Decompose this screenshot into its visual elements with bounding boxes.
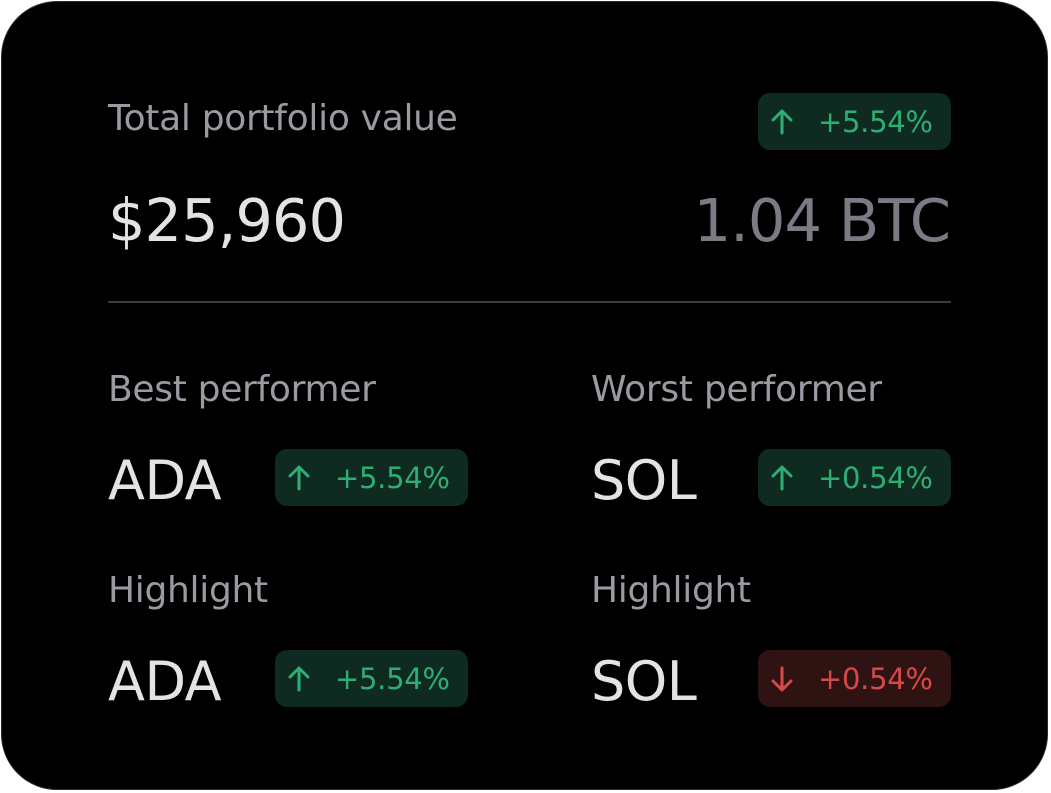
- best-performer-ticker: ADA: [108, 449, 222, 512]
- best-performer-badge: +5.54%: [275, 449, 468, 506]
- arrow-up-icon: [288, 465, 310, 490]
- highlight-left-badge: +5.54%: [275, 650, 468, 707]
- highlight-left-ticker: ADA: [108, 650, 222, 713]
- portfolio-btc-value: 1.04 BTC: [693, 186, 951, 255]
- best-performer-label: Best performer: [108, 369, 376, 410]
- worst-performer-ticker: SOL: [591, 449, 697, 512]
- divider: [108, 301, 951, 303]
- highlight-right-change: +0.54%: [818, 661, 933, 696]
- highlight-right-label: Highlight: [591, 570, 751, 611]
- highlight-right-badge: +0.54%: [758, 650, 951, 707]
- portfolio-change-badge: +5.54%: [758, 93, 951, 150]
- worst-performer-label: Worst performer: [591, 369, 882, 410]
- arrow-up-icon: [771, 465, 793, 490]
- highlight-left-label: Highlight: [108, 570, 268, 611]
- best-performer-change: +5.54%: [335, 460, 450, 495]
- highlight-left-change: +5.54%: [335, 661, 450, 696]
- portfolio-value: $25,960: [108, 186, 346, 255]
- worst-performer-change: +0.54%: [818, 460, 933, 495]
- portfolio-change-value: +5.54%: [818, 104, 933, 139]
- arrow-up-icon: [771, 109, 793, 134]
- arrow-up-icon: [288, 666, 310, 691]
- highlight-right-ticker: SOL: [591, 650, 697, 713]
- portfolio-label: Total portfolio value: [108, 98, 458, 139]
- arrow-down-icon: [771, 666, 793, 691]
- worst-performer-badge: +0.54%: [758, 449, 951, 506]
